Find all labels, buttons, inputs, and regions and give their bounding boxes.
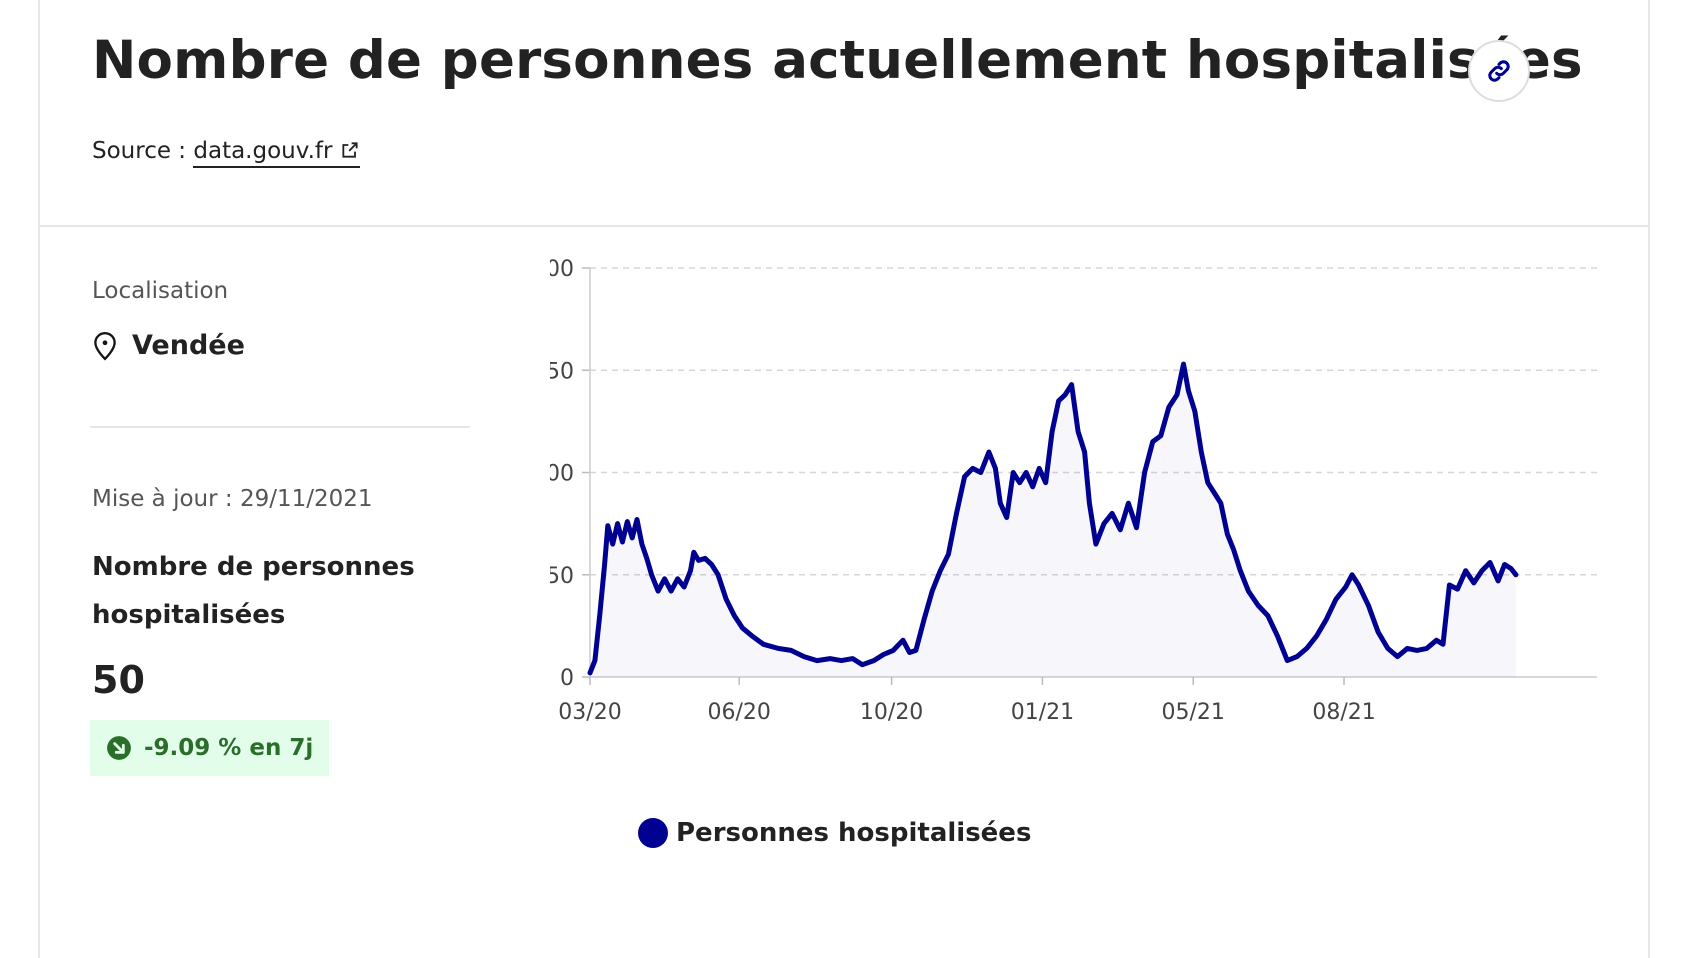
external-link-icon xyxy=(342,142,359,158)
update-date: Mise à jour : 29/11/2021 xyxy=(92,486,373,512)
location-value: Vendée xyxy=(92,330,245,361)
trend-badge: -9.09 % en 7j xyxy=(90,720,330,776)
x-tick-label: 08/21 xyxy=(1312,700,1375,725)
y-tick-label: 0 xyxy=(560,666,574,691)
x-tick-label: 06/20 xyxy=(707,700,770,725)
x-tick-label: 10/20 xyxy=(860,700,923,725)
y-tick-label: 50 xyxy=(550,564,574,589)
divider xyxy=(90,426,470,428)
indicator-card: Nombre de personnes actuellement hospita… xyxy=(38,0,1650,958)
y-tick-label: 100 xyxy=(550,462,574,487)
series-line xyxy=(587,361,1519,676)
location-pin-icon xyxy=(94,331,116,360)
y-tick-label: 200 xyxy=(550,257,574,282)
kpi-name: Nombre de personnes hospitalisées xyxy=(92,552,415,630)
trend-down-icon xyxy=(107,736,131,760)
x-tick-label: 03/20 xyxy=(558,700,621,725)
kpi-value: 50 xyxy=(92,658,145,702)
x-tick-label: 05/21 xyxy=(1162,700,1225,725)
link-icon xyxy=(1488,60,1510,82)
source-line: Source : data.gouv.fr xyxy=(92,138,361,168)
source-link-label: data.gouv.fr xyxy=(193,138,333,164)
card-header: Nombre de personnes actuellement hospita… xyxy=(40,0,1648,227)
location-name: Vendée xyxy=(132,330,245,361)
x-tick-label: 01/21 xyxy=(1011,700,1074,725)
chart-legend: Personnes hospitalisées xyxy=(638,818,1031,848)
page-title: Nombre de personnes actuellement hospita… xyxy=(92,30,1583,91)
legend-swatch xyxy=(638,818,668,848)
legend-label: Personnes hospitalisées xyxy=(676,818,1032,848)
y-tick-label: 150 xyxy=(550,359,574,384)
copy-link-button[interactable] xyxy=(1468,40,1530,102)
hospitalisations-chart: 0 50 100 150 200 03/20 06/20 10/20 01/21 05/21 08/… xyxy=(550,257,1597,725)
trend-value: -9.09 % en 7j xyxy=(144,735,314,761)
source-prefix: Source : xyxy=(92,138,194,164)
location-label: Localisation xyxy=(92,278,229,304)
source-link[interactable]: data.gouv.fr xyxy=(193,138,361,168)
